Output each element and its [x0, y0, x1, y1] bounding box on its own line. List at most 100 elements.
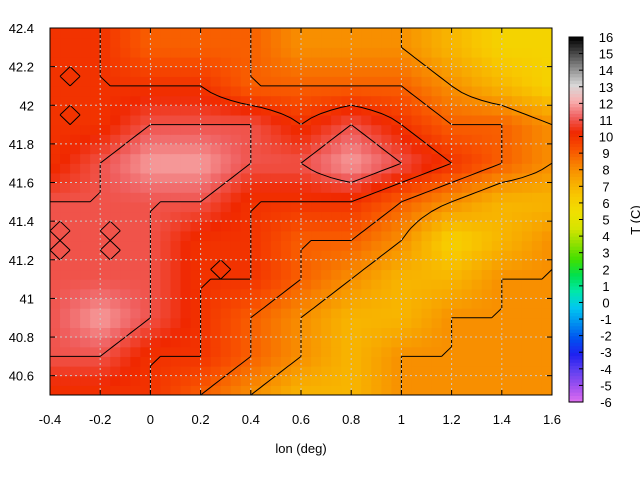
heatmap-cell	[371, 327, 382, 338]
colorbar-tick-label: 9	[602, 146, 609, 161]
heatmap-cell	[90, 308, 101, 319]
heatmap-cell	[110, 356, 121, 367]
heatmap-cell	[351, 346, 362, 357]
heatmap-cell	[230, 337, 242, 348]
heatmap-cell	[70, 134, 81, 145]
heatmap-cell	[471, 153, 483, 164]
heatmap-cell	[230, 211, 242, 222]
heatmap-cell	[140, 230, 151, 242]
heatmap-cell	[431, 298, 443, 309]
heatmap-cell	[170, 259, 182, 271]
heatmap-cell	[471, 288, 483, 300]
heatmap-cell	[180, 366, 192, 377]
heatmap-cell	[421, 163, 433, 174]
heatmap-cell	[120, 211, 131, 222]
heatmap-cell	[441, 221, 453, 232]
y-tick-label: 41.4	[9, 214, 34, 229]
heatmap-cell	[351, 375, 362, 386]
heatmap-cell	[170, 124, 182, 135]
heatmap-cell	[341, 114, 352, 126]
heatmap-cell	[321, 288, 332, 300]
heatmap-cell	[391, 240, 402, 251]
heatmap-cell	[100, 298, 111, 309]
heatmap-cell	[190, 114, 202, 126]
heatmap-cell	[321, 182, 332, 193]
heatmap-cell	[481, 192, 493, 203]
heatmap-cell	[481, 114, 493, 126]
heatmap-cell	[491, 240, 503, 251]
colorbar-segment	[569, 143, 583, 148]
heatmap-cell	[260, 124, 272, 135]
heatmap-cell	[541, 337, 552, 348]
heatmap-cell	[190, 288, 202, 300]
heatmap-cell	[511, 269, 523, 280]
heatmap-cell	[421, 211, 433, 222]
heatmap-cell	[501, 230, 513, 242]
heatmap-cell	[100, 192, 111, 203]
heatmap-cell	[441, 201, 453, 213]
heatmap-cell	[391, 201, 402, 213]
heatmap-cell	[501, 259, 513, 271]
colorbar-segment	[569, 50, 583, 55]
heatmap-cell	[541, 28, 552, 39]
heatmap-cell	[290, 28, 302, 39]
heatmap-cell	[491, 163, 503, 174]
colorbar-tick-label: 1	[602, 279, 609, 294]
colorbar-segment	[569, 37, 583, 41]
heatmap-cell	[351, 211, 362, 222]
heatmap-cell	[311, 105, 322, 116]
heatmap-cell	[170, 240, 182, 251]
heatmap-cell	[160, 114, 172, 126]
heatmap-cell	[451, 337, 463, 348]
heatmap-cell	[341, 85, 352, 97]
heatmap-cell	[541, 317, 552, 328]
heatmap-cell	[120, 356, 131, 367]
colorbar-segment	[569, 275, 583, 280]
heatmap-cell	[381, 298, 392, 309]
heatmap-cell	[311, 114, 322, 126]
heatmap-cell	[451, 230, 463, 242]
heatmap-cell	[200, 134, 212, 145]
heatmap-cell	[60, 385, 71, 395]
heatmap-cell	[100, 337, 111, 348]
heatmap-cell	[411, 259, 423, 271]
heatmap-cell	[260, 269, 272, 280]
heatmap-cell	[130, 201, 141, 213]
colorbar-segment	[569, 136, 583, 141]
heatmap-cell	[230, 192, 242, 203]
heatmap-cell	[491, 366, 503, 377]
heatmap-cell	[90, 56, 101, 68]
heatmap-cell	[381, 47, 392, 58]
heatmap-cell	[411, 366, 423, 377]
heatmap-cell	[100, 114, 111, 126]
heatmap-cell	[311, 356, 322, 367]
heatmap-cell	[301, 37, 312, 48]
heatmap-cell	[190, 163, 202, 174]
heatmap-cell	[120, 114, 131, 126]
heatmap-cell	[461, 105, 473, 116]
y-tick-label: 42.4	[9, 21, 34, 36]
heatmap-cell	[170, 66, 182, 77]
heatmap-cell	[491, 230, 503, 242]
heatmap-cell	[381, 259, 392, 271]
colorbar-segment	[569, 116, 583, 121]
heatmap-cell	[441, 250, 453, 261]
heatmap-cell	[230, 366, 242, 377]
heatmap-cell	[120, 105, 131, 116]
colorbar-tick-label: 5	[602, 213, 609, 228]
heatmap-cell	[301, 317, 312, 328]
heatmap-cell	[521, 114, 533, 126]
heatmap-cell	[50, 346, 61, 357]
heatmap-cell	[401, 269, 413, 280]
heatmap-cell	[120, 327, 131, 338]
heatmap-cell	[441, 114, 453, 126]
heatmap-cell	[180, 85, 192, 97]
heatmap-cell	[401, 375, 413, 386]
heatmap-cell	[301, 192, 312, 203]
heatmap-cell	[491, 124, 503, 135]
heatmap-cell	[270, 56, 282, 68]
heatmap-cell	[501, 47, 513, 58]
heatmap-cell	[331, 182, 342, 193]
heatmap-cell	[220, 201, 232, 213]
heatmap-cell	[471, 28, 483, 39]
